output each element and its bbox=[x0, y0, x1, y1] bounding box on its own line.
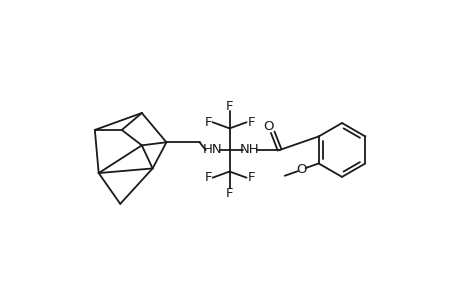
Text: F: F bbox=[204, 116, 211, 129]
Text: F: F bbox=[225, 100, 233, 113]
Text: NH: NH bbox=[239, 143, 259, 157]
Text: O: O bbox=[262, 120, 273, 133]
Text: F: F bbox=[247, 116, 254, 129]
Text: O: O bbox=[296, 163, 306, 176]
Text: F: F bbox=[204, 171, 211, 184]
Text: HN: HN bbox=[202, 143, 222, 157]
Text: F: F bbox=[225, 187, 233, 200]
Text: F: F bbox=[247, 171, 254, 184]
